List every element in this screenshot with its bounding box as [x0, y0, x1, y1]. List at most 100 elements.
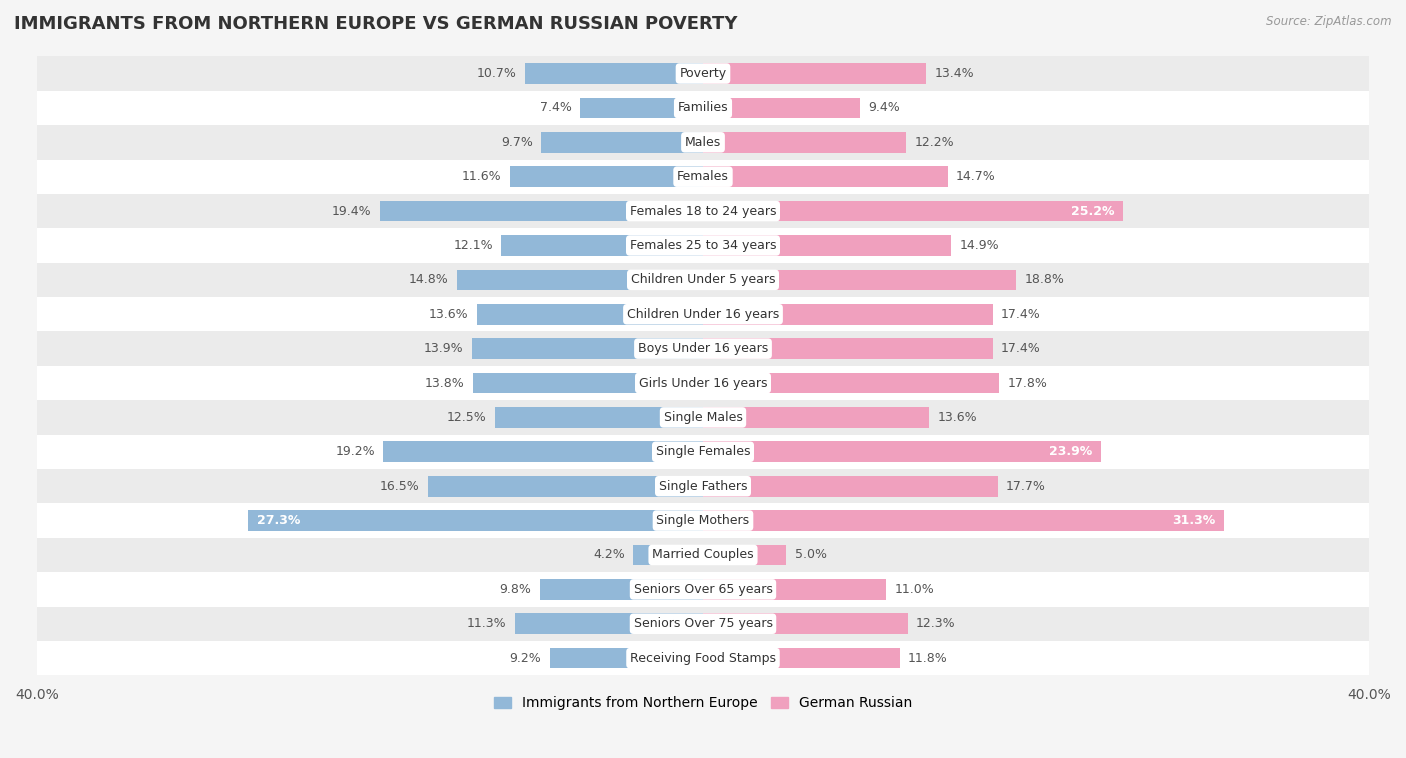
Bar: [703, 63, 927, 84]
Bar: [703, 510, 1225, 531]
Text: 11.8%: 11.8%: [908, 652, 948, 665]
Text: 25.2%: 25.2%: [1071, 205, 1115, 218]
Bar: [703, 270, 1017, 290]
Text: 13.6%: 13.6%: [429, 308, 468, 321]
Bar: [471, 338, 703, 359]
Bar: [510, 167, 703, 187]
Text: Children Under 5 years: Children Under 5 years: [631, 274, 775, 287]
Text: 14.8%: 14.8%: [409, 274, 449, 287]
Text: Children Under 16 years: Children Under 16 years: [627, 308, 779, 321]
Bar: [0, 400, 1406, 434]
Bar: [703, 167, 948, 187]
Bar: [474, 373, 703, 393]
Text: Boys Under 16 years: Boys Under 16 years: [638, 342, 768, 356]
Bar: [703, 648, 900, 669]
Bar: [502, 235, 703, 255]
Bar: [249, 510, 703, 531]
Bar: [541, 132, 703, 152]
Bar: [0, 434, 1406, 469]
Bar: [457, 270, 703, 290]
Bar: [703, 545, 786, 565]
Bar: [550, 648, 703, 669]
Text: Receiving Food Stamps: Receiving Food Stamps: [630, 652, 776, 665]
Bar: [703, 373, 1000, 393]
Bar: [0, 366, 1406, 400]
Text: 17.8%: 17.8%: [1008, 377, 1047, 390]
Text: 10.7%: 10.7%: [477, 67, 516, 80]
Bar: [633, 545, 703, 565]
Text: Females: Females: [678, 171, 728, 183]
Bar: [703, 579, 886, 600]
Text: 11.6%: 11.6%: [463, 171, 502, 183]
Bar: [0, 228, 1406, 263]
Text: 17.4%: 17.4%: [1001, 342, 1040, 356]
Bar: [524, 63, 703, 84]
Bar: [495, 407, 703, 428]
Bar: [0, 91, 1406, 125]
Bar: [0, 263, 1406, 297]
Text: Single Females: Single Females: [655, 445, 751, 459]
Text: 19.2%: 19.2%: [335, 445, 375, 459]
Text: 9.2%: 9.2%: [510, 652, 541, 665]
Bar: [703, 304, 993, 324]
Text: 27.3%: 27.3%: [257, 514, 299, 527]
Text: Poverty: Poverty: [679, 67, 727, 80]
Bar: [579, 98, 703, 118]
Text: 9.8%: 9.8%: [499, 583, 531, 596]
Text: Females 25 to 34 years: Females 25 to 34 years: [630, 239, 776, 252]
Text: 17.4%: 17.4%: [1001, 308, 1040, 321]
Text: 16.5%: 16.5%: [380, 480, 420, 493]
Text: Seniors Over 75 years: Seniors Over 75 years: [634, 617, 772, 630]
Text: 5.0%: 5.0%: [794, 549, 827, 562]
Text: 12.1%: 12.1%: [454, 239, 494, 252]
Text: Males: Males: [685, 136, 721, 149]
Text: Families: Families: [678, 102, 728, 114]
Text: 23.9%: 23.9%: [1049, 445, 1092, 459]
Text: Single Fathers: Single Fathers: [659, 480, 747, 493]
Bar: [540, 579, 703, 600]
Bar: [384, 441, 703, 462]
Bar: [0, 125, 1406, 159]
Bar: [0, 641, 1406, 675]
Bar: [477, 304, 703, 324]
Text: Seniors Over 65 years: Seniors Over 65 years: [634, 583, 772, 596]
Text: 9.4%: 9.4%: [868, 102, 900, 114]
Bar: [515, 613, 703, 634]
Bar: [703, 132, 907, 152]
Bar: [0, 331, 1406, 366]
Bar: [0, 606, 1406, 641]
Bar: [0, 159, 1406, 194]
Bar: [703, 98, 859, 118]
Text: 13.9%: 13.9%: [423, 342, 463, 356]
Text: 12.3%: 12.3%: [917, 617, 956, 630]
Bar: [0, 503, 1406, 537]
Bar: [380, 201, 703, 221]
Bar: [0, 194, 1406, 228]
Text: IMMIGRANTS FROM NORTHERN EUROPE VS GERMAN RUSSIAN POVERTY: IMMIGRANTS FROM NORTHERN EUROPE VS GERMA…: [14, 15, 738, 33]
Text: 19.4%: 19.4%: [332, 205, 371, 218]
Bar: [0, 572, 1406, 606]
Text: 9.7%: 9.7%: [502, 136, 533, 149]
Text: 11.3%: 11.3%: [467, 617, 506, 630]
Text: 14.7%: 14.7%: [956, 171, 995, 183]
Text: Source: ZipAtlas.com: Source: ZipAtlas.com: [1267, 15, 1392, 28]
Text: 17.7%: 17.7%: [1007, 480, 1046, 493]
Bar: [0, 297, 1406, 331]
Legend: Immigrants from Northern Europe, German Russian: Immigrants from Northern Europe, German …: [488, 691, 918, 716]
Bar: [703, 476, 998, 496]
Text: 31.3%: 31.3%: [1173, 514, 1216, 527]
Bar: [429, 476, 703, 496]
Bar: [0, 469, 1406, 503]
Bar: [703, 407, 929, 428]
Text: 18.8%: 18.8%: [1025, 274, 1064, 287]
Bar: [703, 201, 1122, 221]
Text: Single Males: Single Males: [664, 411, 742, 424]
Text: 13.8%: 13.8%: [425, 377, 465, 390]
Text: 4.2%: 4.2%: [593, 549, 624, 562]
Bar: [0, 537, 1406, 572]
Text: 13.6%: 13.6%: [938, 411, 977, 424]
Bar: [0, 56, 1406, 91]
Text: Girls Under 16 years: Girls Under 16 years: [638, 377, 768, 390]
Bar: [703, 235, 950, 255]
Text: 13.4%: 13.4%: [935, 67, 974, 80]
